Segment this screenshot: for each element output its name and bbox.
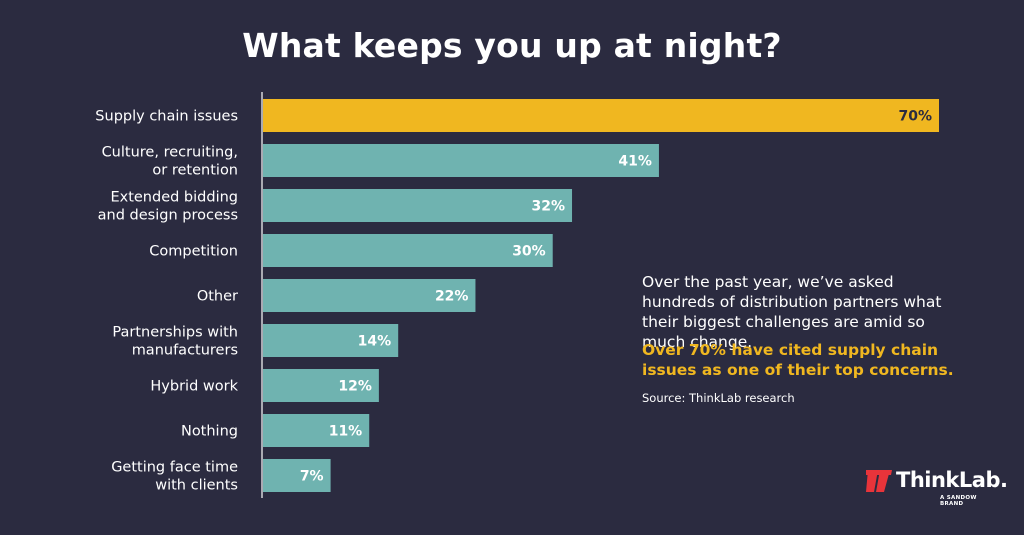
thinklab-logo: ThinkLab. A SANDOW BRAND (866, 466, 996, 506)
logo-subtitle: A SANDOW BRAND (940, 495, 996, 507)
bar-1 (263, 144, 659, 177)
bar-value-label: 22% (435, 289, 469, 305)
bar-value-label: 11% (329, 424, 363, 440)
bar-3 (263, 234, 553, 267)
category-label: Partnerships with (112, 325, 238, 341)
logo-wordmark: ThinkLab. (896, 468, 1007, 492)
bar-value-label: 12% (338, 379, 372, 395)
category-label: Competition (149, 244, 238, 260)
bar-value-label: 7% (300, 469, 324, 485)
bar-0 (263, 99, 939, 132)
category-label: Other (197, 289, 238, 305)
source-credit: Source: ThinkLab research (642, 391, 795, 405)
category-label: Getting face time (111, 460, 238, 476)
thinklab-slash-icon (866, 468, 892, 494)
bar-chart: 70% Supply chain issues 41% Culture, recrui… (0, 0, 1024, 535)
category-label: manufacturers (132, 343, 238, 359)
bar-value-label: 32% (532, 199, 566, 215)
category-label: Supply chain issues (95, 109, 238, 125)
category-label: Extended bidding (110, 190, 238, 206)
bar-2 (263, 189, 572, 222)
bar-value-label: 30% (512, 244, 546, 260)
category-label: Culture, recruiting, (102, 145, 238, 161)
category-label: with clients (155, 478, 238, 494)
category-label: Nothing (181, 424, 238, 440)
category-label: or retention (152, 163, 238, 179)
bar-value-label: 14% (358, 334, 392, 350)
category-label: and design process (98, 208, 238, 224)
bar-value-label: 70% (898, 109, 932, 125)
bar-value-label: 41% (618, 154, 652, 170)
highlight-note: Over 70% have cited supply chain issues … (642, 340, 962, 380)
category-label: Hybrid work (150, 379, 238, 395)
infographic-frame: What keeps you up at night? 70% Supply ch… (0, 0, 1024, 535)
